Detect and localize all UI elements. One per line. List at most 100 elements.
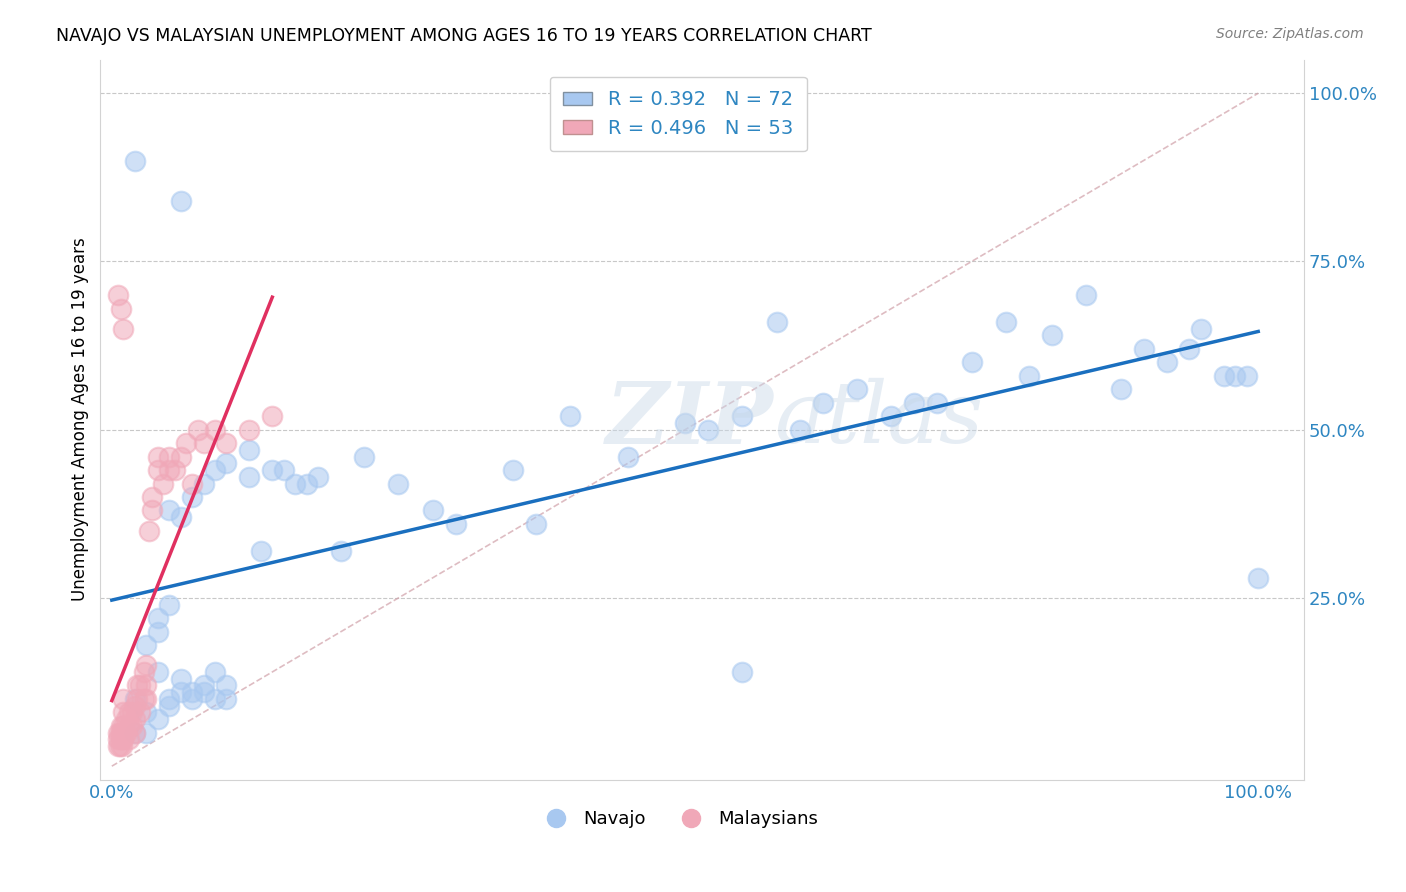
Point xyxy=(124,725,146,739)
Point xyxy=(110,719,132,733)
Point xyxy=(238,442,260,457)
Point xyxy=(135,691,157,706)
Point xyxy=(524,516,547,531)
Point xyxy=(422,503,444,517)
Point xyxy=(118,732,141,747)
Point xyxy=(330,544,353,558)
Point xyxy=(169,685,191,699)
Point xyxy=(124,153,146,168)
Point xyxy=(108,739,131,753)
Point xyxy=(157,450,180,464)
Point xyxy=(1178,342,1201,356)
Point xyxy=(995,315,1018,329)
Point xyxy=(112,691,135,706)
Point xyxy=(295,476,318,491)
Point xyxy=(135,678,157,692)
Point xyxy=(731,665,754,679)
Point xyxy=(1040,328,1063,343)
Point xyxy=(110,732,132,747)
Point xyxy=(135,706,157,720)
Point xyxy=(250,544,273,558)
Point xyxy=(146,463,169,477)
Point xyxy=(181,490,204,504)
Point xyxy=(307,470,329,484)
Point xyxy=(121,719,143,733)
Point xyxy=(193,678,215,692)
Point xyxy=(1212,368,1234,383)
Point xyxy=(811,396,834,410)
Point xyxy=(560,409,582,424)
Point xyxy=(193,476,215,491)
Point xyxy=(125,678,148,692)
Point xyxy=(731,409,754,424)
Point xyxy=(129,678,152,692)
Point xyxy=(673,416,696,430)
Point xyxy=(146,712,169,726)
Point xyxy=(157,691,180,706)
Point xyxy=(1076,288,1098,302)
Point xyxy=(107,288,129,302)
Point xyxy=(157,698,180,713)
Point xyxy=(124,725,146,739)
Point xyxy=(163,463,186,477)
Point xyxy=(284,476,307,491)
Point xyxy=(204,691,226,706)
Point xyxy=(107,732,129,747)
Point xyxy=(1247,571,1270,585)
Point xyxy=(846,382,869,396)
Point xyxy=(1225,368,1247,383)
Point xyxy=(187,423,209,437)
Point xyxy=(262,409,284,424)
Point xyxy=(146,624,169,639)
Point xyxy=(903,396,925,410)
Point xyxy=(132,691,155,706)
Point xyxy=(697,423,720,437)
Point xyxy=(169,672,191,686)
Point xyxy=(112,706,135,720)
Point xyxy=(1156,355,1178,369)
Point xyxy=(124,698,146,713)
Point xyxy=(135,725,157,739)
Point xyxy=(502,463,524,477)
Point xyxy=(181,691,204,706)
Point xyxy=(169,194,191,208)
Point xyxy=(152,476,174,491)
Point xyxy=(960,355,983,369)
Point xyxy=(215,678,238,692)
Point xyxy=(1109,382,1132,396)
Point xyxy=(215,436,238,450)
Point xyxy=(169,510,191,524)
Point xyxy=(169,450,191,464)
Point xyxy=(110,301,132,316)
Point xyxy=(181,685,204,699)
Point xyxy=(765,315,787,329)
Point xyxy=(215,691,238,706)
Point xyxy=(1132,342,1154,356)
Point xyxy=(387,476,409,491)
Point xyxy=(181,476,204,491)
Point xyxy=(1236,368,1258,383)
Point xyxy=(124,691,146,706)
Point xyxy=(157,598,180,612)
Point xyxy=(112,719,135,733)
Point xyxy=(118,706,141,720)
Text: NAVAJO VS MALAYSIAN UNEMPLOYMENT AMONG AGES 16 TO 19 YEARS CORRELATION CHART: NAVAJO VS MALAYSIAN UNEMPLOYMENT AMONG A… xyxy=(56,27,872,45)
Text: Source: ZipAtlas.com: Source: ZipAtlas.com xyxy=(1216,27,1364,41)
Point xyxy=(204,423,226,437)
Text: atlas: atlas xyxy=(775,378,984,461)
Point xyxy=(789,423,811,437)
Point xyxy=(108,725,131,739)
Point xyxy=(135,638,157,652)
Point xyxy=(444,516,467,531)
Point xyxy=(112,732,135,747)
Point xyxy=(125,691,148,706)
Point xyxy=(118,719,141,733)
Point xyxy=(204,665,226,679)
Point xyxy=(124,712,146,726)
Point xyxy=(114,712,136,726)
Point xyxy=(1018,368,1040,383)
Point xyxy=(138,524,160,538)
Point xyxy=(204,463,226,477)
Point xyxy=(353,450,375,464)
Point xyxy=(1189,322,1212,336)
